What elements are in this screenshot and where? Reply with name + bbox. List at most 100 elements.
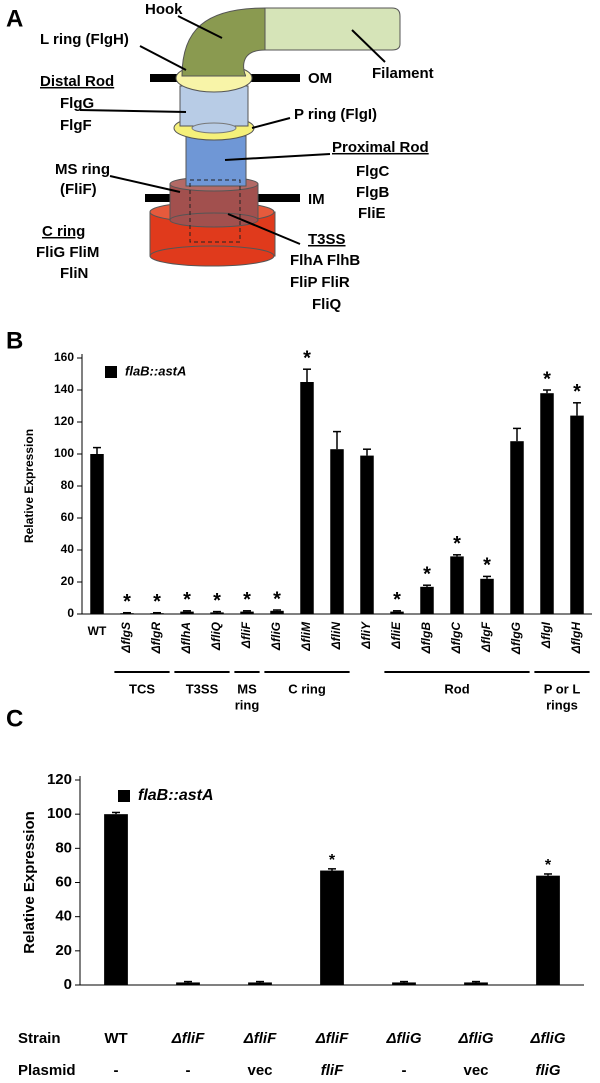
label: FlgB — [356, 184, 389, 201]
bar — [320, 870, 344, 985]
legend-swatch — [105, 366, 117, 378]
leader — [224, 153, 331, 161]
y-tick-label: 60 — [55, 873, 72, 890]
label: MS ring — [55, 161, 110, 178]
group-label: T3SS — [186, 681, 219, 696]
legend-label: flaB::astA — [125, 363, 186, 378]
significance: * — [153, 591, 161, 613]
x-tick-label: ΔflgS — [119, 622, 133, 654]
p-ring-hole — [191, 122, 237, 134]
leader — [351, 29, 386, 63]
bar — [120, 613, 134, 614]
bar — [450, 556, 464, 614]
y-tick-label: 20 — [61, 574, 75, 588]
x-tick-label: ΔfliF — [171, 1030, 205, 1047]
label: P ring (FlgI) — [294, 106, 377, 123]
hook-shape — [181, 7, 266, 77]
legend-swatch — [118, 790, 130, 802]
leader — [251, 117, 291, 129]
bar — [330, 449, 344, 614]
plasmid-label: vec — [247, 1062, 272, 1079]
x-tick-label: ΔfliF — [239, 621, 253, 649]
y-tick-label: 60 — [61, 510, 75, 524]
group-label: rings — [546, 697, 578, 712]
row-label: Strain — [18, 1030, 61, 1047]
label: Distal Rod — [40, 73, 114, 90]
plasmid-label: - — [402, 1062, 407, 1079]
bar — [176, 982, 200, 985]
x-tick-label: ΔfliE — [389, 621, 403, 650]
group-label: MS — [237, 681, 257, 696]
significance: * — [183, 589, 191, 611]
plasmid-label: fliF — [321, 1062, 344, 1079]
bar — [90, 454, 104, 614]
bar — [392, 982, 416, 985]
plasmid-label: - — [114, 1062, 119, 1079]
leader — [177, 15, 223, 39]
significance: * — [243, 589, 251, 611]
x-tick-label: ΔfliG — [529, 1030, 565, 1047]
y-tick-label: 40 — [55, 908, 72, 925]
label: FliQ — [312, 296, 341, 313]
x-tick-label: ΔflgH — [569, 622, 583, 655]
y-tick-label: 40 — [61, 542, 75, 556]
significance: * — [213, 590, 221, 612]
distal-rod-shape — [179, 85, 249, 127]
bar — [180, 611, 194, 614]
x-tick-label: ΔfliF — [243, 1030, 277, 1047]
y-tick-label: 160 — [54, 350, 74, 364]
x-tick-label: ΔfliG — [457, 1030, 493, 1047]
bar — [240, 611, 254, 614]
y-tick-label: 80 — [55, 839, 72, 856]
bar — [360, 455, 374, 614]
plasmid-label: fliG — [536, 1062, 561, 1079]
x-tick-label: ΔflgB — [419, 622, 433, 655]
y-tick-label: 120 — [47, 771, 72, 788]
x-tick-label: ΔfliM — [299, 621, 313, 652]
x-tick-label: ΔflgC — [449, 622, 463, 655]
plasmid-label: - — [186, 1062, 191, 1079]
row-label: Plasmid — [18, 1062, 76, 1079]
group-label: Rod — [444, 681, 469, 696]
label: Hook — [145, 1, 183, 18]
label: T3SS — [308, 231, 346, 248]
bar — [480, 578, 494, 614]
bar — [570, 415, 584, 614]
x-tick-label: WT — [88, 624, 107, 638]
plasmid-label: vec — [463, 1062, 488, 1079]
bar — [150, 613, 164, 614]
y-tick-label: 0 — [67, 606, 74, 620]
y-tick-label: 0 — [64, 976, 72, 993]
label: FliG FliM — [36, 244, 99, 261]
y-tick-label: 100 — [47, 805, 72, 822]
label: Proximal Rod — [332, 139, 429, 156]
filament-shape — [264, 7, 401, 51]
panel-label: B — [6, 327, 23, 354]
panel-label: C — [6, 705, 23, 732]
x-tick-label: ΔflgF — [479, 621, 493, 653]
x-tick-label: ΔfliF — [315, 1030, 349, 1047]
label: FlgC — [356, 163, 389, 180]
significance: * — [543, 368, 551, 390]
y-tick-label: 120 — [54, 414, 74, 428]
x-tick-label: ΔfliG — [385, 1030, 421, 1047]
y-tick-label: 20 — [55, 942, 72, 959]
leader — [109, 175, 181, 193]
x-tick-label: ΔflhA — [179, 622, 193, 654]
y-tick-label: 80 — [61, 478, 75, 492]
label: IM — [308, 191, 325, 208]
bar — [390, 611, 404, 614]
leader — [139, 45, 187, 71]
y-axis-label: Relative Expression — [21, 811, 38, 954]
group-label: ring — [235, 697, 260, 712]
significance: * — [545, 857, 552, 874]
significance: * — [303, 347, 311, 369]
x-tick-label: ΔfliY — [359, 621, 373, 650]
x-tick-label: ΔflgI — [539, 621, 553, 649]
label: FliP FliR — [290, 274, 350, 291]
bar — [300, 382, 314, 614]
panel-label: A — [6, 5, 23, 32]
significance: * — [423, 563, 431, 585]
label: FlhA FlhB — [290, 252, 360, 269]
label: FlgF — [60, 117, 92, 134]
